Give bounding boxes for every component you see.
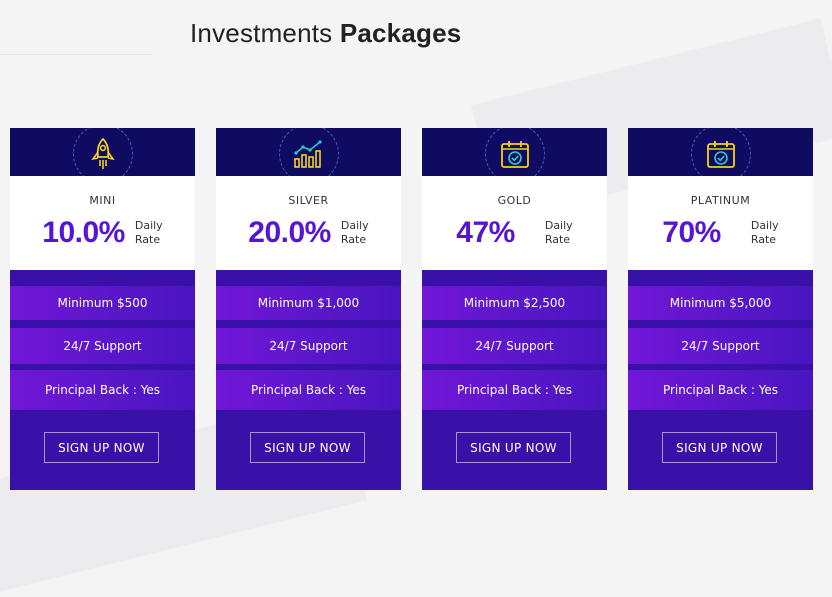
rate-row: 70% Daily Rate	[628, 216, 813, 250]
rate-label-line2: Rate	[134, 233, 161, 246]
card-header	[628, 128, 813, 184]
rate-row: 47% Daily Rate	[422, 216, 607, 250]
rate-label-line1: Daily	[750, 219, 779, 232]
package-card-gold: GOLD 47% Daily Rate Minimum $2,500 24/7 …	[422, 128, 607, 490]
card-header	[216, 128, 401, 184]
package-card-mini: MINI 10.0% Daily Rate Minimum $500 24/7 …	[10, 128, 195, 490]
sign-up-button[interactable]: SIGN UP NOW	[44, 432, 159, 463]
package-card-platinum: PLATINUM 70% Daily Rate Minimum $5,000 2…	[628, 128, 813, 490]
rate-label-line2: Rate	[750, 233, 777, 246]
minimum-deposit: Minimum $1,000	[216, 286, 401, 320]
tier-name: GOLD	[497, 194, 532, 207]
minimum-deposit: Minimum $5,000	[628, 286, 813, 320]
daily-rate-value: 47%	[456, 216, 515, 249]
tier-name: SILVER	[288, 194, 329, 207]
calendar-check-icon	[706, 141, 735, 168]
support-feature: 24/7 Support	[10, 328, 195, 364]
rate-label-line1: Daily	[544, 219, 573, 232]
package-card-silver: SILVER 20.0% Daily Rate Minimum $1,000 2…	[216, 128, 401, 490]
rate-row: 10.0% Daily Rate	[10, 216, 195, 250]
daily-rate-value: 20.0%	[248, 216, 331, 249]
minimum-deposit: Minimum $500	[10, 286, 195, 320]
daily-rate-label: Daily Rate	[751, 219, 779, 247]
calendar-check-icon	[500, 141, 529, 168]
page-title-bold: Packages	[339, 18, 462, 48]
tier-name: PLATINUM	[690, 194, 751, 207]
rate-label-line1: Daily	[340, 219, 369, 232]
daily-rate-label: Daily Rate	[341, 219, 369, 247]
card-features: Minimum $2,500 24/7 Support Principal Ba…	[422, 270, 607, 490]
rate-label-line1: Daily	[134, 219, 163, 232]
principal-feature: Principal Back : Yes	[422, 370, 607, 410]
rate-row: 20.0% Daily Rate	[216, 216, 401, 250]
principal-feature: Principal Back : Yes	[628, 370, 813, 410]
daily-rate-value: 70%	[662, 216, 721, 249]
rate-label-line2: Rate	[340, 233, 367, 246]
card-features: Minimum $500 24/7 Support Principal Back…	[10, 270, 195, 490]
rate-label-line2: Rate	[544, 233, 571, 246]
rocket-icon	[90, 137, 115, 169]
card-rate-panel: GOLD 47% Daily Rate	[422, 176, 607, 270]
card-rate-panel: SILVER 20.0% Daily Rate	[216, 176, 401, 270]
card-rate-panel: PLATINUM 70% Daily Rate	[628, 176, 813, 270]
support-feature: 24/7 Support	[216, 328, 401, 364]
divider	[0, 54, 152, 55]
card-rate-panel: MINI 10.0% Daily Rate	[10, 176, 195, 270]
daily-rate-label: Daily Rate	[135, 219, 163, 247]
daily-rate-label: Daily Rate	[545, 219, 573, 247]
card-header	[422, 128, 607, 184]
principal-feature: Principal Back : Yes	[216, 370, 401, 410]
daily-rate-value: 10.0%	[42, 216, 125, 249]
card-features: Minimum $5,000 24/7 Support Principal Ba…	[628, 270, 813, 490]
page-title: Investments Packages	[190, 18, 461, 49]
sign-up-button[interactable]: SIGN UP NOW	[456, 432, 571, 463]
sign-up-button[interactable]: SIGN UP NOW	[250, 432, 365, 463]
support-feature: 24/7 Support	[628, 328, 813, 364]
card-header	[10, 128, 195, 184]
principal-feature: Principal Back : Yes	[10, 370, 195, 410]
support-feature: 24/7 Support	[422, 328, 607, 364]
minimum-deposit: Minimum $2,500	[422, 286, 607, 320]
card-features: Minimum $1,000 24/7 Support Principal Ba…	[216, 270, 401, 490]
page-title-regular: Investments	[190, 18, 333, 48]
tier-name: MINI	[89, 194, 116, 207]
growth-chart-icon	[293, 140, 322, 168]
sign-up-button[interactable]: SIGN UP NOW	[662, 432, 777, 463]
